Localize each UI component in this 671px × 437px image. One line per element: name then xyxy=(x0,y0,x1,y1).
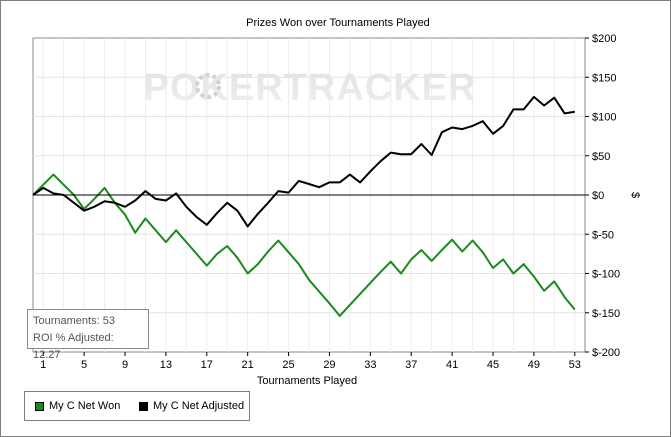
x-tick-label: 29 xyxy=(323,359,335,371)
legend-label-net-won: My C Net Won xyxy=(49,400,121,412)
y-tick-label: $50 xyxy=(592,151,610,163)
x-tick-label: 53 xyxy=(569,359,581,371)
legend-item-net-won: My C Net Won xyxy=(35,400,120,412)
x-tick-label: 21 xyxy=(242,359,254,371)
y-tick-label: $100 xyxy=(592,112,616,124)
legend-item-net-adjusted: My C Net Adjusted xyxy=(139,400,244,412)
x-axis-label: Tournaments Played xyxy=(257,375,357,387)
y-axis-label: $ xyxy=(629,192,641,198)
x-tick-label: 49 xyxy=(528,359,540,371)
y-tick-label: $-150 xyxy=(592,308,620,320)
x-tick-label: 45 xyxy=(487,359,499,371)
x-tick-label: 25 xyxy=(282,359,294,371)
series-line-net-adjusted xyxy=(32,95,575,228)
x-tick-label: 13 xyxy=(160,359,172,371)
roi-adjusted: ROI % Adjusted: 12.27 xyxy=(33,332,114,361)
stats-box: Tournaments: 53 ROI % Adjusted: 12.27 xyxy=(27,309,149,361)
y-tick-label: $-200 xyxy=(592,347,620,359)
x-tick-label: 17 xyxy=(201,359,213,371)
legend-swatch-net-adjusted xyxy=(139,401,148,411)
series-line-net-won xyxy=(32,173,576,317)
chart-title: Prizes Won over Tournaments Played xyxy=(246,17,430,29)
legend: My C Net Won My C Net Adjusted xyxy=(24,391,250,421)
y-tick-label: $-50 xyxy=(592,229,614,241)
legend-label-net-adjusted: My C Net Adjusted xyxy=(153,400,245,412)
y-tick-label: $200 xyxy=(592,33,616,45)
legend-swatch-net-won xyxy=(35,401,44,411)
x-tick-label: 37 xyxy=(405,359,417,371)
x-tick-label: 1 xyxy=(40,359,46,371)
y-tick-label: $0 xyxy=(592,190,604,202)
x-tick-label: 33 xyxy=(364,359,376,371)
x-tick-label: 9 xyxy=(122,359,128,371)
x-tick-label: 41 xyxy=(446,359,458,371)
y-tick-label: $-100 xyxy=(592,269,620,281)
watermark-logo: POKERTRACKER xyxy=(144,67,477,109)
tournaments-count: Tournaments: 53 xyxy=(33,315,115,327)
watermark-chip-icon xyxy=(195,73,221,99)
x-tick-label: 5 xyxy=(81,359,87,371)
y-tick-label: $150 xyxy=(592,72,616,84)
